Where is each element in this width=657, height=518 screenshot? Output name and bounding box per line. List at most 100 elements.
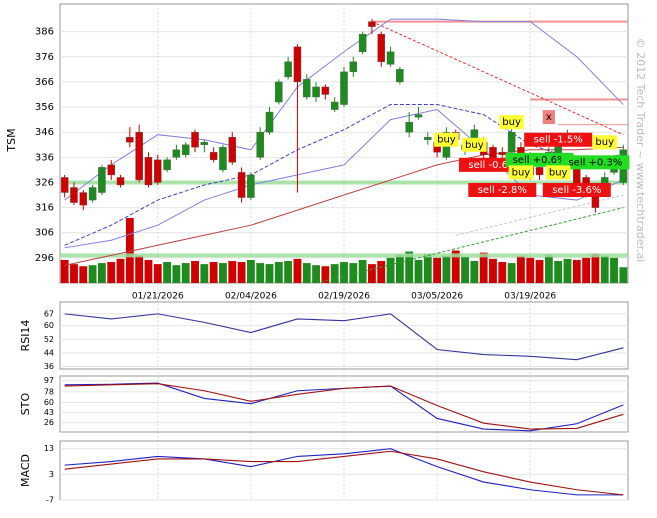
volume-bar: [554, 260, 563, 283]
candle-body: [107, 164, 115, 176]
y-tick-label: 60: [44, 321, 54, 330]
candle-body: [396, 69, 404, 83]
candle-body: [200, 142, 209, 145]
candle-body: [135, 131, 143, 181]
volume-bar: [563, 258, 572, 283]
volume-bar: [386, 257, 395, 283]
volume-bar: [191, 260, 199, 283]
volume-bar: [451, 250, 460, 283]
candle-body: [358, 33, 367, 52]
candle-body: [386, 51, 395, 65]
signal-box: [508, 165, 534, 180]
volume-bar: [535, 259, 544, 283]
y-tick-label: 346: [35, 127, 54, 138]
y-tick-label: 326: [35, 177, 54, 188]
candle-body: [237, 172, 246, 198]
volume-bar: [461, 256, 469, 283]
signal-box: [462, 137, 487, 152]
candle-body: [256, 131, 264, 158]
volume-bar: [228, 260, 237, 283]
volume-bar: [433, 257, 442, 283]
indicator-line: [64, 313, 624, 361]
y-tick-label: 3: [49, 470, 54, 479]
y-tick-label: -7: [46, 496, 54, 505]
volume-bar: [572, 259, 581, 283]
volume-bar: [153, 264, 162, 283]
candle-body: [228, 137, 237, 163]
candle-body: [424, 137, 432, 140]
volume-bar: [479, 252, 488, 283]
candle-body: [191, 131, 199, 148]
y-tick-label: 296: [35, 253, 54, 264]
candle-body: [60, 177, 69, 193]
volume-bar: [405, 251, 414, 283]
volume-bar: [591, 253, 600, 283]
candle-body: [98, 167, 106, 193]
signal-box: [434, 132, 459, 147]
candle-body: [144, 157, 153, 186]
volume-bar: [312, 265, 320, 283]
y-tick-label: 356: [35, 102, 54, 113]
volume-bar: [246, 259, 255, 283]
candle-body: [209, 152, 218, 161]
volume-bar: [582, 257, 591, 283]
volume-bar: [125, 218, 134, 283]
y-tick-label: 43: [44, 408, 54, 417]
y-tick-label: 13: [44, 444, 54, 453]
volume-bar: [60, 259, 69, 283]
volume-bar: [600, 255, 609, 283]
y-tick-label: 26: [44, 418, 54, 427]
y-tick-label: 44: [44, 348, 54, 357]
volume-bar: [107, 262, 116, 283]
candle-body: [368, 21, 376, 27]
overlay-line: [64, 146, 624, 266]
trend-line: [371, 21, 624, 136]
indicator-line: [64, 450, 624, 496]
volume-bar: [619, 267, 628, 283]
overlay-line: [64, 18, 624, 201]
y-tick-label: 386: [35, 27, 54, 38]
volume-bar: [237, 262, 246, 283]
panel-frame: [59, 301, 629, 370]
candle-body: [275, 81, 283, 103]
y-axis-label: TSM: [5, 128, 18, 152]
candle-body: [293, 46, 302, 83]
candle-body: [312, 86, 320, 98]
candle-body: [88, 187, 97, 201]
volume-bar: [256, 263, 265, 283]
volume-bar: [414, 259, 423, 283]
signal-label: buy: [549, 167, 568, 178]
volume-bar: [116, 258, 125, 283]
y-tick-label: 60: [44, 398, 54, 407]
volume-bar: [489, 258, 497, 283]
y-tick-label: 376: [35, 52, 54, 63]
volume-bar: [517, 255, 525, 283]
candle-body: [79, 192, 88, 206]
signal-label: sell +0.6%: [513, 155, 567, 166]
volume-bar: [97, 263, 106, 283]
candle-body: [377, 33, 385, 63]
candle-body: [265, 111, 274, 133]
candle-body: [172, 149, 181, 158]
signal-box: [561, 155, 630, 170]
volume-bar: [265, 264, 274, 283]
candle-body: [126, 137, 134, 143]
candle-body: [330, 101, 339, 110]
panel-label: RSI14: [19, 320, 32, 352]
volume-bar: [442, 255, 451, 283]
candle-body: [70, 187, 78, 203]
volume-bar: [321, 266, 330, 283]
panel-label: STO: [19, 392, 32, 415]
volume-bar: [79, 266, 88, 283]
volume-bar: [209, 262, 218, 283]
y-tick-label: 336: [35, 152, 54, 163]
volume-bar: [200, 264, 209, 283]
volume-bar: [70, 264, 78, 283]
volume-bar: [498, 262, 507, 283]
y-tick-label: 306: [35, 228, 54, 239]
candle-body: [340, 71, 348, 105]
volume-bar: [181, 263, 190, 283]
y-tick-label: 67: [44, 309, 54, 318]
signal-label: buy: [595, 137, 614, 148]
